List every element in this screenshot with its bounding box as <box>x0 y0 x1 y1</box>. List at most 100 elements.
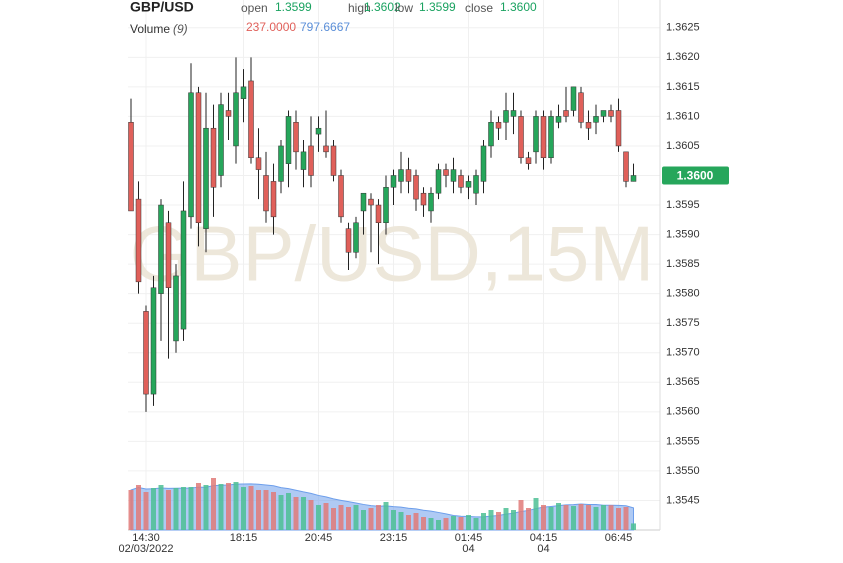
candle-body <box>480 145 487 182</box>
candle-body <box>195 92 202 224</box>
candle-body <box>593 116 599 123</box>
y-tick-label: 1.3565 <box>666 376 700 388</box>
x-tick-label: 20:45 <box>305 532 333 544</box>
y-tick-label: 1.3610 <box>666 110 700 122</box>
volume-name: Volume <box>130 22 170 36</box>
volume-bar <box>308 500 314 530</box>
candle-body <box>255 157 262 170</box>
candle-body <box>420 192 427 206</box>
symbol: GBP/USD <box>130 0 194 15</box>
candle-body <box>293 122 299 153</box>
volume-bar <box>248 486 254 530</box>
legend-name: low <box>395 1 413 15</box>
volume-bar <box>361 510 366 530</box>
candle-body <box>218 104 224 176</box>
volume-bar <box>436 520 441 530</box>
candle-body <box>548 116 554 159</box>
volume-bar <box>368 508 374 530</box>
x-sub-label: 04 <box>462 543 474 555</box>
volume-bar <box>488 510 494 530</box>
volume-bar <box>233 482 239 530</box>
candle-body <box>180 210 187 330</box>
candle-body <box>135 198 142 283</box>
candle-body <box>443 169 449 176</box>
volume-bar <box>173 488 179 530</box>
candle-body <box>533 116 539 153</box>
volume-bar <box>211 478 216 530</box>
volume-bar <box>136 485 141 530</box>
volume-bar <box>286 493 291 530</box>
candle-body <box>308 145 314 176</box>
candle-body <box>345 228 352 253</box>
candle-body <box>270 181 277 218</box>
volume-bar <box>143 492 149 530</box>
y-tick-label: 1.3595 <box>666 199 700 211</box>
candle-body <box>608 110 614 117</box>
volume-bar <box>413 513 419 530</box>
candle-body <box>263 175 269 212</box>
volume-bar <box>563 505 569 530</box>
candle-body <box>323 145 329 153</box>
volume-bar <box>256 490 261 530</box>
volume-bar <box>608 505 614 530</box>
candle-body <box>555 116 562 123</box>
volume-bar <box>301 497 306 530</box>
volume-bar <box>346 507 351 530</box>
y-tick-label: 1.3550 <box>666 465 700 477</box>
x-tick-label: 01:45 <box>455 532 483 544</box>
volume-bar <box>541 505 546 530</box>
y-tick-label: 1.3575 <box>666 317 700 329</box>
x-tick-label: 14:30 <box>132 532 160 544</box>
volume-bar <box>451 516 456 530</box>
x-tick-label: 18:15 <box>230 532 258 544</box>
candle-body <box>375 204 382 224</box>
volume-bar <box>458 517 464 530</box>
candle-body <box>465 181 472 188</box>
candle-body <box>165 222 172 288</box>
volume-bar <box>338 505 344 530</box>
volume-bar <box>481 513 486 530</box>
volume-bar <box>151 488 156 530</box>
volume-bar <box>158 485 164 530</box>
candle-body <box>240 86 247 99</box>
volume-bar <box>586 505 591 530</box>
candle-body <box>623 151 629 182</box>
volume-period: (9) <box>173 22 188 36</box>
volume-bar <box>128 490 134 530</box>
volume-bar <box>548 507 554 530</box>
legend-value: 1.3602 <box>364 0 401 14</box>
candle-body <box>428 192 434 212</box>
volume-ma-value: 797.6667 <box>300 20 350 34</box>
grid <box>128 0 660 530</box>
volume-bar <box>406 515 411 530</box>
candle-body <box>143 311 149 395</box>
y-tick-label: 1.3590 <box>666 228 700 240</box>
candle-body <box>615 110 622 147</box>
volume-bar <box>181 487 186 530</box>
candle-body <box>510 110 517 117</box>
candle-body <box>630 175 637 182</box>
y-tick-label: 1.3555 <box>666 435 700 447</box>
volume-bar <box>631 523 636 530</box>
candle-body <box>495 122 502 129</box>
candle-body <box>248 80 254 159</box>
candle-body <box>300 151 307 170</box>
candle-body <box>128 122 134 212</box>
candle-body <box>173 275 179 342</box>
volume-bar <box>511 510 516 530</box>
legend-name: close <box>465 1 493 15</box>
volume-bar <box>263 490 269 530</box>
y-tick-label: 1.3620 <box>666 51 700 63</box>
candle-body <box>488 122 494 147</box>
candle-body <box>405 169 412 182</box>
volume-bar <box>496 512 501 530</box>
candle-body <box>285 116 292 164</box>
candle-body <box>435 169 442 194</box>
legend-value: 1.3600 <box>500 0 537 14</box>
legend-value: 1.3599 <box>275 0 312 14</box>
candle-body <box>368 198 374 206</box>
volume-bar <box>578 504 584 530</box>
last-price-label: 1.3600 <box>677 169 714 183</box>
candle-body <box>570 86 577 111</box>
x-sub-label: 02/03/2022 <box>118 543 173 555</box>
